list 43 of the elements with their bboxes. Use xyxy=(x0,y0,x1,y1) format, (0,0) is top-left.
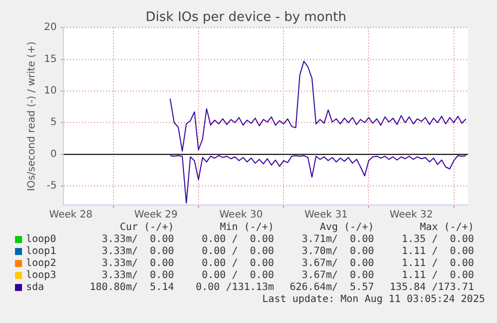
text: 3.67m/ 0.00 xyxy=(300,258,374,270)
text: 3.33m/ 0.00 xyxy=(100,258,174,270)
text: 0.00 / 0.00 xyxy=(200,270,274,282)
text: 180.80m/ 5.14 xyxy=(88,282,174,294)
x-tick-label: Week 30 xyxy=(219,210,263,221)
text: 0.00 /131.13m xyxy=(194,282,274,294)
text: 1.11 / 0.00 xyxy=(400,270,474,282)
legend-label: loop2 xyxy=(25,258,58,270)
x-tick-label: Week 28 xyxy=(49,210,92,221)
text: 3.67m/ 0.00 xyxy=(300,270,374,282)
x-tick-label: Week 31 xyxy=(304,210,348,221)
chart-title: Disk IOs per device - by month xyxy=(146,10,346,26)
y-tick-label: 10 xyxy=(44,86,57,97)
text: 1.11 / 0.00 xyxy=(400,258,474,270)
text: 3.71m/ 0.00 xyxy=(300,234,374,246)
text: Cur (-/+) xyxy=(118,222,174,234)
y-tick-label: 15 xyxy=(44,54,57,65)
y-tick-label: 20 xyxy=(44,22,57,34)
text: 135.84 /173.71 xyxy=(388,282,474,294)
x-tick-label: Week 29 xyxy=(134,210,178,221)
text: 626.64m/ 5.57 xyxy=(288,282,374,294)
text: 3.33m/ 0.00 xyxy=(100,246,174,258)
text: Min (-/+) xyxy=(218,222,274,234)
text: Max (-/+) xyxy=(418,222,474,234)
text: 3.33m/ 0.00 xyxy=(100,234,174,246)
y-tick-label: 0 xyxy=(50,148,57,160)
text: 0.00 / 0.00 xyxy=(200,258,274,270)
legend-label: loop1 xyxy=(25,246,58,258)
text: Last update: Mon Aug 11 03:05:24 2025 xyxy=(262,294,485,305)
legend-label: loop0 xyxy=(25,234,58,246)
text: 1.11 / 0.00 xyxy=(400,246,474,258)
y-axis-title: IOs/second read (-) / write (+) xyxy=(26,41,38,192)
text: Avg (-/+) xyxy=(318,222,374,234)
text: 1.35 / 0.00 xyxy=(400,234,474,246)
x-tick-label: Week 32 xyxy=(390,210,433,221)
y-tick-label: 5 xyxy=(50,117,57,128)
text: 0.00 / 0.00 xyxy=(200,246,274,258)
text: 0.00 / 0.00 xyxy=(200,234,274,246)
text: 3.33m/ 0.00 xyxy=(100,270,174,282)
legend-label: loop3 xyxy=(25,270,58,282)
text: 3.70m/ 0.00 xyxy=(300,246,374,258)
y-tick-label: -5 xyxy=(46,180,57,192)
legend-label: sda xyxy=(25,282,46,294)
